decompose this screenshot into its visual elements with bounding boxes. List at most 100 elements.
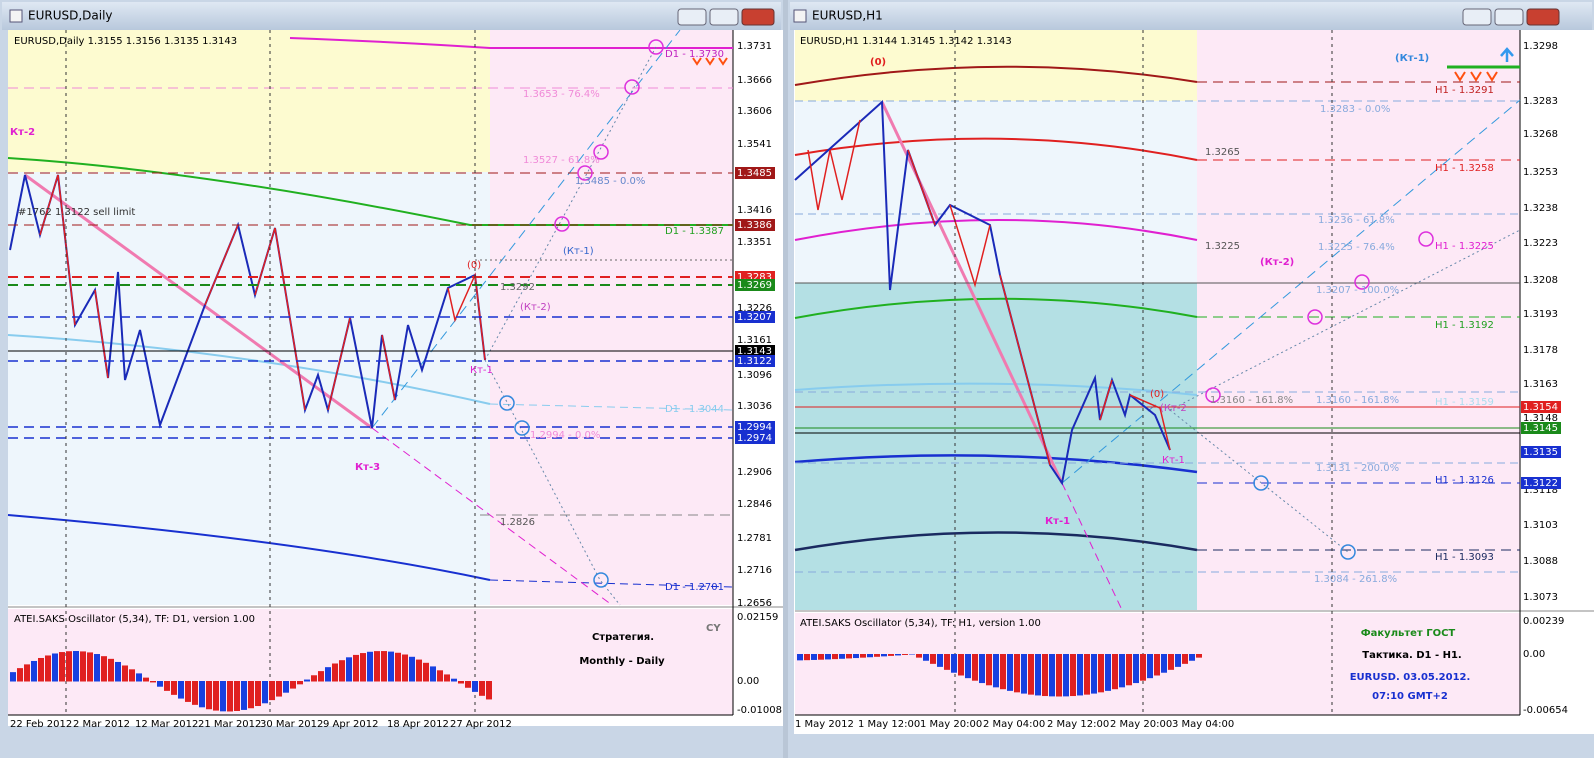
time-label: 27 Apr 2012 (450, 719, 512, 730)
zone (8, 172, 490, 605)
price-label: 1.3253 (1523, 167, 1558, 178)
time-label: 2 May 04:00 (983, 719, 1045, 730)
osc-bar (979, 654, 985, 684)
oscillator-axis-label: 0.00239 (1523, 616, 1564, 627)
osc-bar (416, 659, 422, 682)
osc-bar (458, 681, 464, 684)
time-label: 22 Feb 2012 (10, 719, 72, 730)
annotation: D1 - 1.3387 (665, 226, 724, 237)
osc-bar (923, 654, 929, 661)
price-box-label: 1.3154 (1523, 402, 1558, 413)
price-label: 1.3161 (737, 335, 772, 346)
annotation: 1.3207 - 100.0% (1316, 285, 1399, 296)
price-label: 1.3163 (1523, 379, 1558, 390)
time-label: 9 Apr 2012 (323, 719, 378, 730)
zone (8, 30, 490, 172)
annotation: 1.3160 - 161.8% (1316, 395, 1399, 406)
annotation: 1.3225 (1205, 241, 1240, 252)
osc-bar (1147, 654, 1153, 679)
annotation: (0) (1150, 389, 1164, 400)
symbol-info: EURUSD,Daily 1.3155 1.3156 1.3135 1.3143 (14, 36, 237, 47)
oscillator-histogram (10, 651, 1202, 712)
annotation: 1.3292 (500, 282, 535, 293)
note: 07:10 GMT+2 (1372, 691, 1448, 702)
annotation: (Кт-2) (520, 302, 551, 313)
osc-bar (80, 651, 86, 682)
osc-bar (1168, 654, 1174, 670)
osc-bar (486, 681, 492, 700)
annotation: H1 - 1.3225 (1435, 241, 1494, 252)
price-box-label: 1.3122 (737, 356, 772, 367)
osc-bar (367, 651, 373, 682)
annotation: H1 - 1.3093 (1435, 552, 1494, 563)
price-box-label: 1.2974 (737, 433, 772, 444)
time-label: 3 May 04:00 (1172, 719, 1234, 730)
osc-bar (423, 662, 429, 682)
osc-bar (1126, 654, 1132, 686)
osc-bar (472, 681, 478, 692)
price-label: 1.3118 (1523, 485, 1558, 496)
osc-bar (1007, 654, 1013, 691)
annotation: H1 - 1.3159 (1435, 397, 1494, 408)
time-label: 1 May 2012 (795, 719, 854, 730)
osc-bar (73, 651, 79, 682)
osc-bar (1105, 654, 1111, 691)
osc-bar (804, 654, 810, 661)
price-box (1521, 446, 1561, 458)
annotation: 1.3225 - 76.4% (1318, 242, 1395, 253)
price-label: 1.3268 (1523, 129, 1558, 140)
note: Тактика. D1 - H1. (1362, 650, 1461, 661)
window-icon (9, 9, 23, 23)
osc-bar (797, 654, 803, 661)
osc-bar (811, 654, 817, 660)
price-box-label: 1.2994 (737, 422, 772, 433)
osc-bar (937, 654, 943, 667)
osc-bar (1189, 654, 1195, 661)
osc-bar (451, 678, 457, 682)
annotation: 1.2994 - 0.0% (530, 430, 600, 441)
annotation: (0) (870, 57, 886, 68)
time-label: 2 Mar 2012 (73, 719, 130, 730)
osc-bar (1049, 654, 1055, 697)
osc-bar (951, 654, 957, 673)
osc-bar (1084, 654, 1090, 695)
osc-bar (1021, 654, 1027, 694)
osc-bar (409, 656, 415, 682)
osc-bar (958, 654, 964, 676)
window-title: EURUSD,Daily (28, 9, 113, 23)
oscillator-axis-label: -0.01008 (737, 705, 782, 716)
price-box-label: 1.3122 (1523, 478, 1558, 489)
time-label: 1 May 12:00 (858, 719, 920, 730)
price-label: 1.2716 (737, 565, 772, 576)
osc-bar (31, 660, 37, 682)
osc-bar (262, 681, 268, 704)
annotation: D1 - 1.2701 (665, 582, 724, 593)
osc-bar (325, 667, 331, 682)
osc-bar (234, 681, 240, 711)
osc-bar (825, 654, 831, 660)
price-box-label: 1.3135 (1523, 447, 1558, 458)
note: Факультет ГОСТ (1361, 628, 1456, 639)
price-label: 1.2781 (737, 533, 772, 544)
price-box-label: 1.3386 (737, 220, 772, 231)
price-box-label: 1.3207 (737, 312, 772, 323)
annotation: (Кт-1) (563, 246, 594, 257)
osc-bar (895, 654, 901, 656)
time-label: 2 May 12:00 (1047, 719, 1109, 730)
osc-bar (1056, 654, 1062, 697)
note: EURUSD. 03.05.2012. (1350, 672, 1471, 683)
price-label: 1.2846 (737, 499, 772, 510)
window-buttons[interactable] (677, 8, 1560, 26)
annotation: 1.3485 - 0.0% (575, 176, 645, 187)
osc-bar (846, 654, 852, 659)
osc-bar (129, 669, 135, 682)
osc-bar (902, 654, 908, 655)
osc-bar (888, 654, 894, 656)
oscillator-axis-label: 0.00 (1523, 649, 1545, 660)
osc-bar (986, 654, 992, 686)
osc-bar (1070, 654, 1076, 697)
price-label: 1.3283 (1523, 96, 1558, 107)
symbol-info: EURUSD,H1 1.3144 1.3145 1.3142 1.3143 (800, 36, 1012, 47)
annotation: #1762 1.3122 sell limit (18, 207, 135, 218)
